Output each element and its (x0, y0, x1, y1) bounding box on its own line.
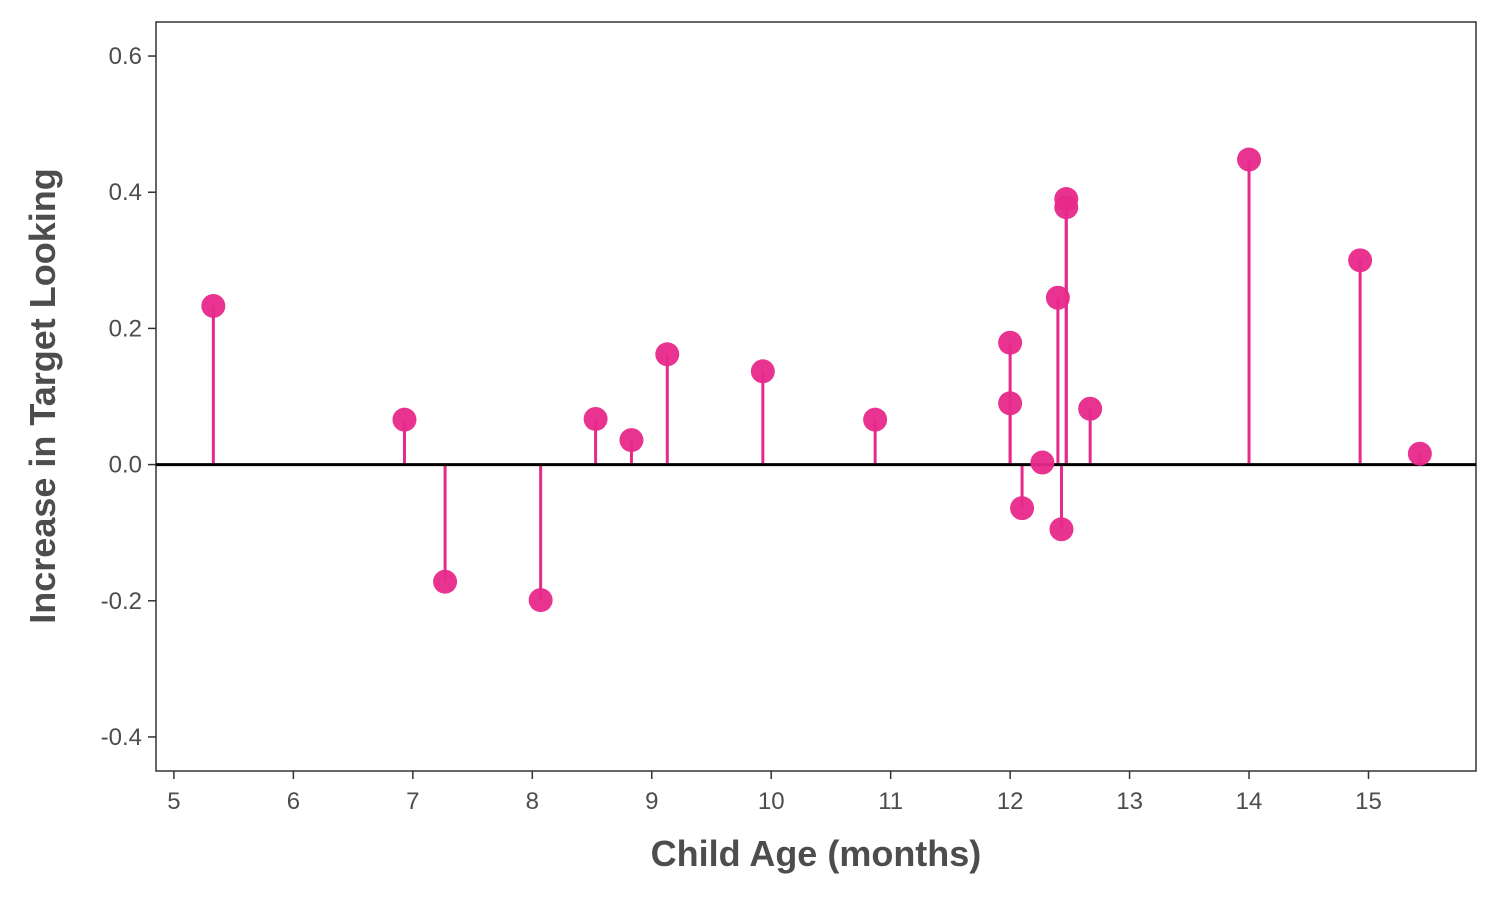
data-point-19 (1348, 248, 1373, 273)
x-tick-label-0: 5 (167, 788, 180, 815)
data-point-3 (528, 588, 553, 613)
y-tick-label-0: -0.4 (101, 724, 142, 751)
data-point-1 (392, 407, 417, 432)
data-point-18 (1237, 147, 1262, 172)
data-point-0 (201, 293, 226, 318)
data-point-9 (998, 330, 1023, 355)
data-point-4 (583, 406, 608, 431)
x-tick-label-4: 9 (645, 788, 658, 815)
data-point-5 (619, 428, 644, 453)
data-point-6 (655, 342, 680, 367)
y-tick-label-5: 0.6 (109, 43, 142, 70)
x-tick-label-5: 10 (758, 788, 785, 815)
data-point-13 (1045, 285, 1070, 310)
y-tick-label-4: 0.4 (109, 179, 142, 206)
data-point-17 (1078, 396, 1103, 421)
x-tick-label-10: 15 (1355, 788, 1382, 815)
data-point-2 (433, 569, 458, 594)
data-point-16 (1054, 195, 1079, 220)
points-layer (201, 147, 1432, 613)
y-axis-title: Increase in Target Looking (22, 168, 63, 623)
x-axis-title: Child Age (months) (651, 833, 982, 874)
data-point-11 (1010, 496, 1035, 521)
y-axis: -0.4 -0.2 0.0 0.2 0.4 0.6 (101, 43, 156, 751)
y-tick-label-3: 0.2 (109, 315, 142, 342)
x-tick-label-3: 8 (526, 788, 539, 815)
x-tick-label-1: 6 (287, 788, 300, 815)
x-tick-label-8: 13 (1116, 788, 1143, 815)
data-point-14 (1049, 517, 1074, 542)
x-tick-label-7: 12 (997, 788, 1024, 815)
data-point-12 (1030, 450, 1055, 475)
y-tick-label-1: -0.2 (101, 588, 142, 615)
x-tick-label-6: 11 (878, 788, 903, 815)
data-point-10 (998, 391, 1023, 416)
y-tick-label-2: 0.0 (109, 452, 142, 479)
x-axis: 5 6 7 8 9 10 11 12 13 14 15 (167, 771, 1382, 815)
plot-panel (155, 21, 1477, 772)
data-point-20 (1407, 441, 1432, 466)
data-point-7 (750, 359, 775, 384)
x-tick-label-2: 7 (406, 788, 419, 815)
data-point-8 (863, 407, 888, 432)
x-tick-label-9: 14 (1236, 788, 1263, 815)
